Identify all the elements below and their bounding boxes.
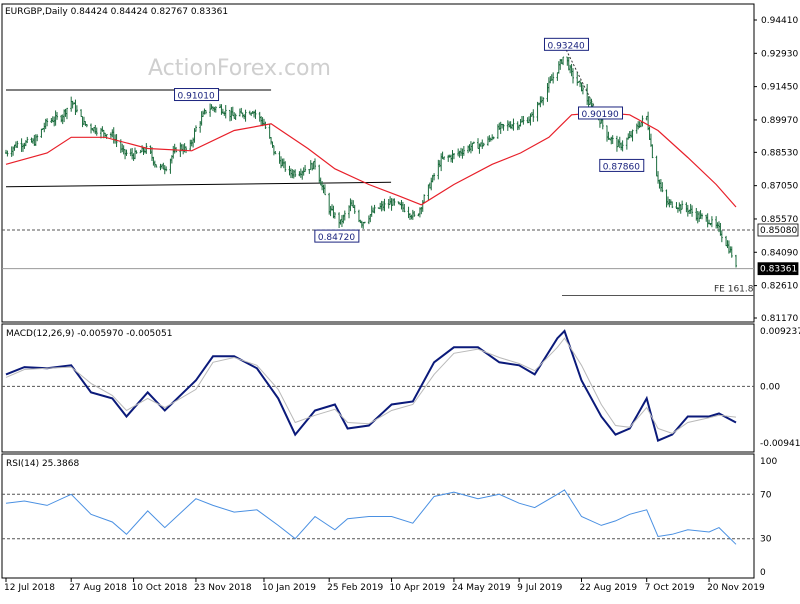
price-y-tick-label: 0.92930 xyxy=(761,49,798,59)
price-annotation-label: 0.93240 xyxy=(547,41,584,51)
price-annotation: 0.90190 xyxy=(578,106,624,120)
price-annotation: 0.84720 xyxy=(314,229,360,243)
price-annotation: 0.87860 xyxy=(599,158,645,172)
rsi-label: RSI(14) 25.3868 xyxy=(6,459,79,469)
current-price-tag-bg xyxy=(757,262,799,276)
price-y-tick-label: 0.88530 xyxy=(761,148,798,158)
macd-y-tick-label: 0.009237 xyxy=(760,327,800,337)
candles-group xyxy=(5,56,737,268)
rsi-y-tick-label: 70 xyxy=(760,490,772,500)
level-0-85080-tag: 0.85080 xyxy=(757,223,799,237)
price-annotation-box xyxy=(174,88,220,102)
channel-lower-line xyxy=(5,181,392,188)
symbol-ohlc-header: EURGBP,Daily 0.84424 0.84424 0.82767 0.8… xyxy=(5,7,228,17)
current-price-tag: 0.83361 xyxy=(757,262,799,276)
price-annotation-box xyxy=(578,106,624,120)
price-y-tick-label: 0.91450 xyxy=(761,83,798,93)
price-annotation-box xyxy=(543,37,589,51)
price-annotation-box xyxy=(314,229,360,243)
rsi-y-tick-label: 0 xyxy=(760,568,766,578)
price-y-tick-label: 0.84090 xyxy=(761,248,798,258)
x-tick-label: 10 Oct 2018 xyxy=(132,583,188,593)
x-tick-label: 22 Aug 2019 xyxy=(579,583,637,593)
rsi-y-tick-label: 30 xyxy=(760,535,772,545)
macd-y-tick-label: 0.00 xyxy=(760,382,780,392)
fe-161-8-label: FE 161.8 xyxy=(714,284,754,294)
x-tick-label: 20 Nov 2019 xyxy=(707,583,765,593)
macd-signal-line xyxy=(5,337,737,434)
price-y-tick-label: 0.94410 xyxy=(761,16,798,26)
x-tick-label: 23 Nov 2018 xyxy=(194,583,252,593)
macd-y-tick-label: -0.009413 xyxy=(760,439,800,449)
price-annotation-label: 0.84720 xyxy=(318,233,355,243)
price-y-tick-label: 0.87050 xyxy=(761,182,798,192)
x-tick-label: 27 Aug 2018 xyxy=(69,583,127,593)
price-y-tick-label: 0.89970 xyxy=(761,116,798,126)
x-tick-label: 12 Jul 2018 xyxy=(4,583,55,593)
price-annotation-label: 0.87860 xyxy=(603,162,640,172)
x-tick-label: 10 Jan 2019 xyxy=(262,583,316,593)
price-annotation-box xyxy=(599,158,645,172)
x-tick-label: 7 Oct 2019 xyxy=(645,583,695,593)
macd-panel-frame xyxy=(1,323,755,453)
price-annotation: 0.93240 xyxy=(543,37,589,51)
price-y-tick-label: 0.82610 xyxy=(761,282,798,292)
watermark: ActionForex.com xyxy=(148,56,331,81)
level-0-85080-tag-label: 0.85080 xyxy=(760,226,797,236)
price-y-tick-label: 0.85570 xyxy=(761,215,798,225)
rsi-y-tick-label: 100 xyxy=(760,457,777,467)
moving-average-line xyxy=(5,111,737,208)
rsi-line xyxy=(5,489,737,545)
current-price-tag-label: 0.83361 xyxy=(760,265,797,275)
price-annotation-label: 0.91010 xyxy=(178,92,215,102)
price-annotation: 0.91010 xyxy=(174,88,220,102)
price-annotation-label: 0.90190 xyxy=(582,110,619,120)
x-tick-label: 25 Feb 2019 xyxy=(327,583,383,593)
x-tick-label: 24 May 2019 xyxy=(452,583,511,593)
x-tick-label: 10 Apr 2019 xyxy=(390,583,446,593)
price-y-tick-label: 0.81170 xyxy=(761,314,798,324)
peak-trend-line xyxy=(564,46,599,116)
x-tick-label: 9 Jul 2019 xyxy=(517,583,562,593)
level-0-85080-tag-bg xyxy=(757,223,799,237)
macd-label: MACD(12,26,9) -0.005970 -0.005051 xyxy=(6,329,172,339)
